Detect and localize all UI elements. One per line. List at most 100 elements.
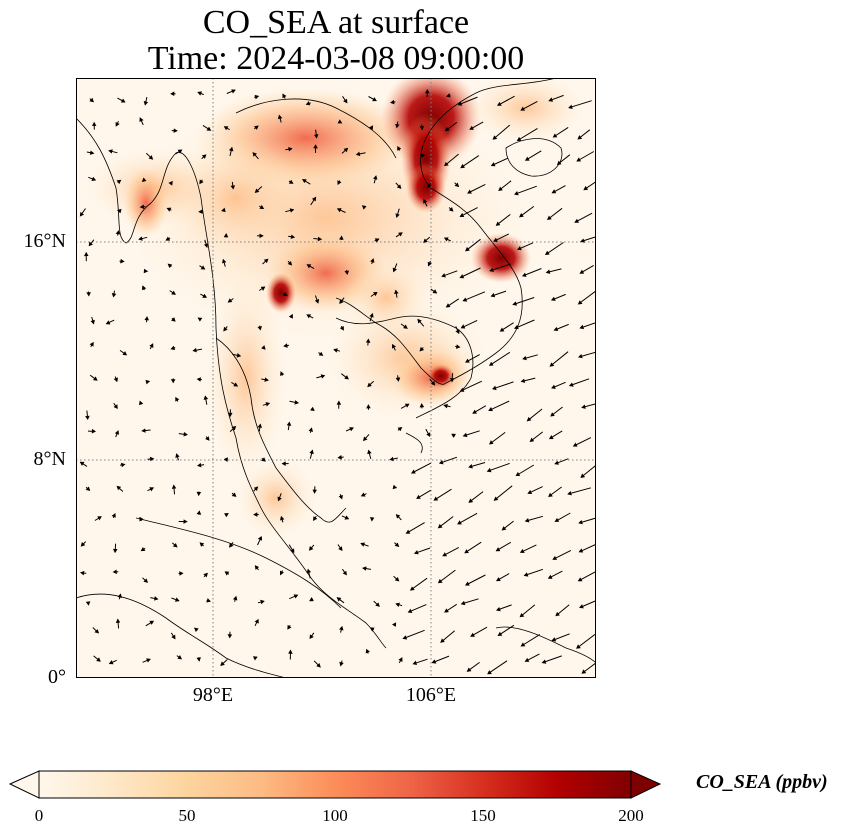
wind-vector-head	[366, 404, 371, 409]
wind-vector-head	[468, 498, 474, 503]
wind-vector-head	[112, 548, 118, 554]
wind-vector-head	[254, 188, 260, 193]
wind-vector-head	[489, 267, 494, 272]
wind-vector-head	[199, 542, 205, 547]
wind-vector-head	[336, 208, 342, 213]
wind-vector-head	[203, 243, 209, 249]
colorbar-tick-200: 200	[618, 806, 644, 825]
wind-vector	[464, 541, 482, 554]
wind-vector-head	[201, 154, 207, 159]
colorbar-gradient	[39, 771, 631, 798]
wind-vector-head	[362, 436, 368, 442]
wind-vector-head	[287, 624, 292, 630]
wind-vector-head	[177, 149, 183, 154]
wind-vector-head	[314, 299, 320, 304]
wind-vector-head	[139, 204, 145, 209]
wind-vector-head	[306, 314, 312, 319]
wind-vector-head	[419, 403, 425, 408]
wind-vector-head	[580, 238, 585, 243]
wind-vector-head	[277, 114, 283, 120]
wind-vector-head	[279, 371, 285, 376]
wind-vector-head	[389, 456, 394, 462]
wind-vector	[580, 464, 596, 478]
wind-vector-head	[206, 126, 212, 131]
wind-vector	[434, 488, 452, 501]
wind-vector-head	[527, 489, 533, 495]
wind-vector-head	[548, 435, 554, 440]
lat-tick-8n: 8°N	[33, 448, 66, 470]
wind-vector	[494, 485, 513, 501]
wind-vector-head	[146, 658, 151, 663]
wind-vector-head	[288, 146, 293, 152]
wind-vector-head	[283, 292, 288, 297]
wind-vector-head	[224, 571, 230, 576]
wind-vector	[406, 522, 425, 534]
wind-vector-head	[309, 449, 314, 455]
colorbar-extend-max	[630, 770, 662, 799]
wind-vector-head	[360, 492, 366, 497]
wind-vector-head	[196, 491, 202, 497]
wind-vector-head	[339, 661, 344, 667]
wind-vector	[521, 634, 541, 647]
wind-vector-head	[306, 264, 312, 269]
wind-vector-head	[438, 460, 444, 465]
wind-vector-head	[460, 163, 465, 169]
wind-vector-head	[516, 246, 522, 251]
wind-vector-head	[145, 379, 151, 385]
wind-vector-head	[423, 238, 428, 244]
wind-vector-head	[317, 236, 323, 242]
colorbar-tick-100: 100	[322, 806, 348, 825]
wind-vector-head	[465, 246, 470, 252]
wind-vector-head	[183, 432, 188, 437]
wind-vector-head	[92, 376, 98, 381]
wind-vector-head	[374, 238, 380, 243]
wind-vector-head	[223, 233, 229, 238]
wind-vector-head	[547, 574, 553, 579]
wind-vector-head	[312, 489, 317, 494]
wind-vector	[574, 212, 593, 223]
wind-vector-head	[254, 565, 260, 570]
wind-vector-head	[148, 155, 154, 160]
wind-vector-head	[197, 91, 202, 96]
wind-vector	[460, 380, 483, 392]
wind-vector-head	[365, 338, 371, 343]
wind-vector-head	[443, 237, 449, 242]
wind-vector	[492, 381, 514, 390]
wind-vector-head	[333, 348, 338, 353]
wind-vector-head	[469, 125, 474, 130]
wind-vector-head	[143, 578, 149, 583]
wind-vector-head	[259, 233, 264, 239]
wind-vector-head	[519, 213, 524, 218]
wind-vector-head	[459, 387, 465, 392]
wind-vector-head	[253, 125, 259, 130]
wind-vector-head	[174, 597, 180, 602]
wind-vector-head	[96, 657, 101, 662]
wind-vector-head	[454, 182, 460, 188]
wind-vector-head	[355, 151, 361, 157]
wind-vector-head	[520, 106, 526, 111]
wind-vector	[403, 629, 425, 639]
wind-vector-head	[405, 529, 411, 534]
wind-vector-head	[444, 608, 449, 613]
wind-vector-head	[79, 211, 85, 217]
wind-vector-head	[254, 618, 259, 624]
wind-vector-head	[501, 526, 507, 531]
wind-vector-head	[579, 269, 585, 274]
wind-vector-head	[265, 402, 271, 407]
wind-vector	[497, 95, 515, 106]
wind-vector-head	[173, 128, 178, 133]
wind-vector-head	[442, 552, 448, 557]
wind-vector-head	[115, 618, 121, 623]
wind-vector	[576, 151, 595, 162]
wind-vector-head	[336, 597, 342, 602]
wind-vector-head	[459, 212, 465, 218]
wind-vector-head	[493, 496, 499, 501]
wind-vector-head	[514, 324, 519, 330]
wind-vector-head	[556, 160, 562, 166]
wind-vector-head	[394, 542, 400, 548]
wind-vector-head	[113, 377, 119, 383]
wind-vector-head	[293, 594, 299, 599]
lon-tick-106e: 106°E	[405, 684, 457, 706]
wind-vector-head	[165, 236, 171, 241]
wind-vector-head	[338, 546, 343, 552]
